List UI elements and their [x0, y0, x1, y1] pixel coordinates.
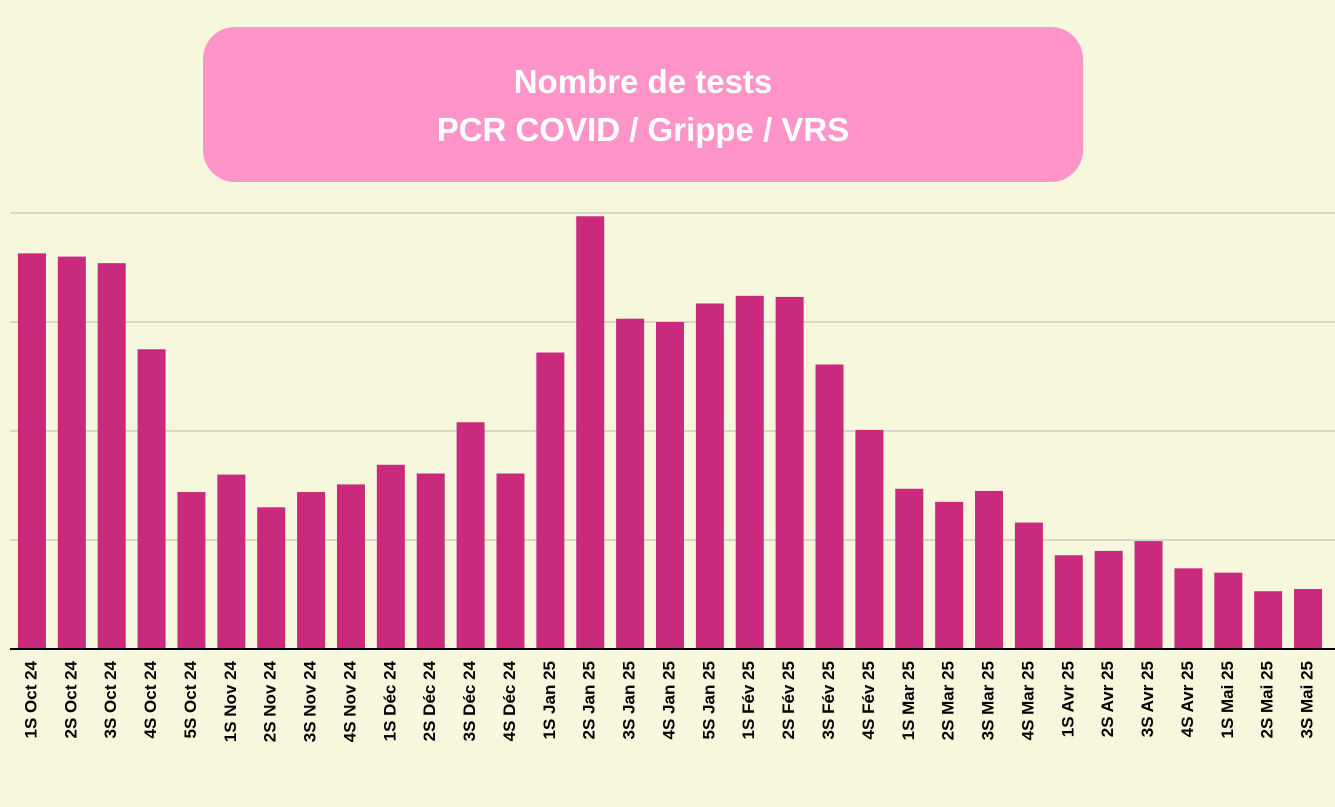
- x-tick-label: 1S Mar 25: [899, 661, 918, 740]
- x-tick-label: 3S Fév 25: [819, 661, 838, 739]
- bar: [297, 492, 326, 649]
- x-tick-label: 2S Mar 25: [939, 661, 958, 740]
- title-box: [203, 27, 1083, 182]
- x-tick-label: 3S Nov 24: [301, 660, 320, 742]
- bar: [975, 490, 1004, 649]
- bar: [376, 464, 405, 649]
- bar: [177, 492, 206, 649]
- bar: [57, 256, 86, 649]
- x-tick-label: 4S Jan 25: [659, 661, 678, 739]
- x-tick-label: 2S Oct 24: [61, 660, 80, 738]
- bar: [1214, 572, 1243, 649]
- bar: [257, 507, 286, 649]
- bar: [217, 474, 246, 649]
- chart-title: Nombre de tests: [514, 63, 773, 100]
- x-tick-label: 3S Mai 25: [1298, 661, 1317, 739]
- bar: [815, 364, 844, 649]
- x-tick-label: 3S Mar 25: [979, 661, 998, 740]
- x-tick-label: 1S Jan 25: [540, 661, 559, 739]
- bar: [775, 296, 804, 649]
- bar: [1134, 541, 1163, 649]
- bar: [1014, 522, 1043, 649]
- bar: [1094, 550, 1123, 649]
- bar: [496, 473, 525, 649]
- x-tick-label: 4S Mar 25: [1018, 661, 1037, 740]
- bar: [456, 422, 485, 649]
- x-tick-label: 4S Déc 24: [500, 660, 519, 741]
- x-tick-label: 4S Avr 25: [1178, 661, 1197, 737]
- bar: [17, 253, 46, 649]
- bar: [576, 216, 605, 649]
- x-tick-label: 2S Nov 24: [261, 660, 280, 742]
- bar: [855, 429, 884, 649]
- x-tick-label: 5S Oct 24: [181, 660, 200, 738]
- x-tick-label: 1S Nov 24: [221, 660, 240, 742]
- x-tick-label: 1S Avr 25: [1058, 661, 1077, 737]
- x-tick-label: 1S Oct 24: [21, 660, 40, 738]
- bar: [137, 349, 166, 649]
- chart-title: PCR COVID / Grippe / VRS: [437, 111, 850, 148]
- bar: [616, 318, 645, 649]
- x-tick-label: 2S Fév 25: [779, 661, 798, 739]
- x-tick-label: 2S Mai 25: [1258, 661, 1277, 739]
- bar: [895, 488, 924, 649]
- x-tick-label: 3S Oct 24: [101, 660, 120, 738]
- bar: [336, 484, 365, 649]
- x-tick-label: 1S Fév 25: [739, 661, 758, 739]
- bar: [536, 352, 565, 649]
- x-tick-label: 4S Nov 24: [340, 660, 359, 742]
- bar: [416, 473, 445, 649]
- bar: [1054, 555, 1083, 649]
- x-tick-label: 3S Jan 25: [620, 661, 639, 739]
- bar: [1294, 589, 1323, 649]
- bar: [97, 263, 126, 649]
- x-tick-label: 1S Mai 25: [1218, 661, 1237, 739]
- bar: [1254, 591, 1283, 649]
- x-tick-label: 2S Déc 24: [420, 660, 439, 741]
- bar: [656, 322, 684, 649]
- bar: [735, 295, 764, 649]
- x-tick-label: 3S Déc 24: [460, 660, 479, 741]
- x-tick-label: 3S Avr 25: [1138, 661, 1157, 737]
- x-tick-label: 1S Déc 24: [380, 660, 399, 741]
- x-tick-label: 4S Fév 25: [859, 661, 878, 739]
- bar: [935, 501, 964, 649]
- x-tick-label: 2S Jan 25: [580, 661, 599, 739]
- bar: [1174, 568, 1203, 649]
- x-tick-label: 5S Jan 25: [699, 661, 718, 739]
- bar: [695, 303, 724, 649]
- x-tick-label: 4S Oct 24: [141, 660, 160, 738]
- x-tick-label: 2S Avr 25: [1098, 661, 1117, 737]
